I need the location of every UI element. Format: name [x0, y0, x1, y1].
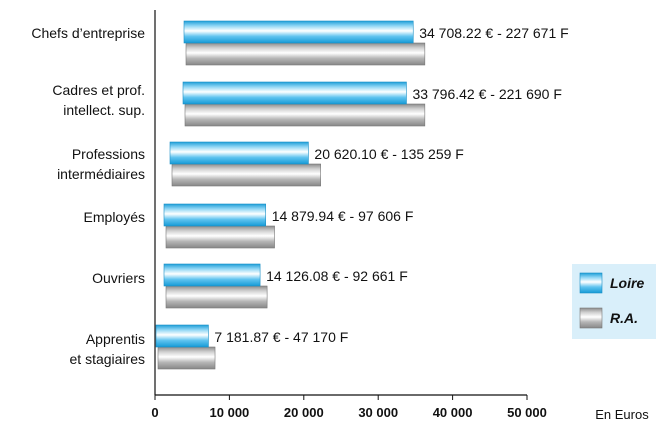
category-label-0: Chefs d’entreprise [31, 25, 145, 41]
legend-swatch-1 [579, 307, 603, 329]
bar-ra-4 [165, 285, 268, 309]
value-label-5: 7 181.87 € - 47 170 F [214, 329, 348, 345]
category-label-1-line0: Cadres et prof. [52, 82, 145, 98]
bar-ra-1 [184, 103, 426, 127]
legend-label-0: Loire [610, 275, 644, 291]
bar-loire-2 [169, 141, 309, 165]
value-label-1: 33 796.42 € - 221 690 F [412, 86, 561, 102]
x-tick-label-0: 0 [151, 405, 158, 420]
bar-ra-2 [171, 163, 321, 187]
legend: Loire R.A. [572, 264, 656, 339]
category-label-4: Ouvriers [92, 270, 145, 286]
value-label-2: 20 620.10 € - 135 259 F [314, 146, 463, 162]
x-tick-label-1: 10 000 [210, 405, 250, 420]
category-label-5-line1: et stagiaires [70, 351, 145, 367]
x-tick-label-4: 40 000 [433, 405, 473, 420]
bar-ra-5 [157, 346, 216, 370]
value-label-0: 34 708.22 € - 227 671 F [419, 25, 568, 41]
category-label-1-line1: intellect. sup. [63, 102, 145, 118]
bar-loire-4 [163, 263, 261, 287]
x-tick-label-5: 50 000 [507, 405, 547, 420]
category-label-5-line0: Apprentis [86, 331, 145, 347]
category-label-2-line1: intermédiaires [57, 166, 145, 182]
x-tick-label-3: 30 000 [358, 405, 398, 420]
bar-loire-1 [182, 81, 407, 105]
x-tick-label-2: 20 000 [284, 405, 324, 420]
bar-ra-3 [165, 225, 275, 249]
bar-loire-0 [183, 20, 414, 44]
bar-loire-5 [155, 324, 209, 348]
x-axis-unit: En Euros [595, 407, 649, 422]
category-label-3: Employés [84, 209, 145, 225]
legend-swatch-0 [579, 272, 603, 294]
bar-loire-3 [163, 203, 267, 227]
value-label-3: 14 879.94 € - 97 606 F [272, 208, 414, 224]
bar-ra-0 [185, 42, 426, 66]
legend-label-1: R.A. [610, 310, 638, 326]
value-label-4: 14 126.08 € - 92 661 F [266, 268, 408, 284]
category-label-2-line0: Professions [72, 146, 145, 162]
